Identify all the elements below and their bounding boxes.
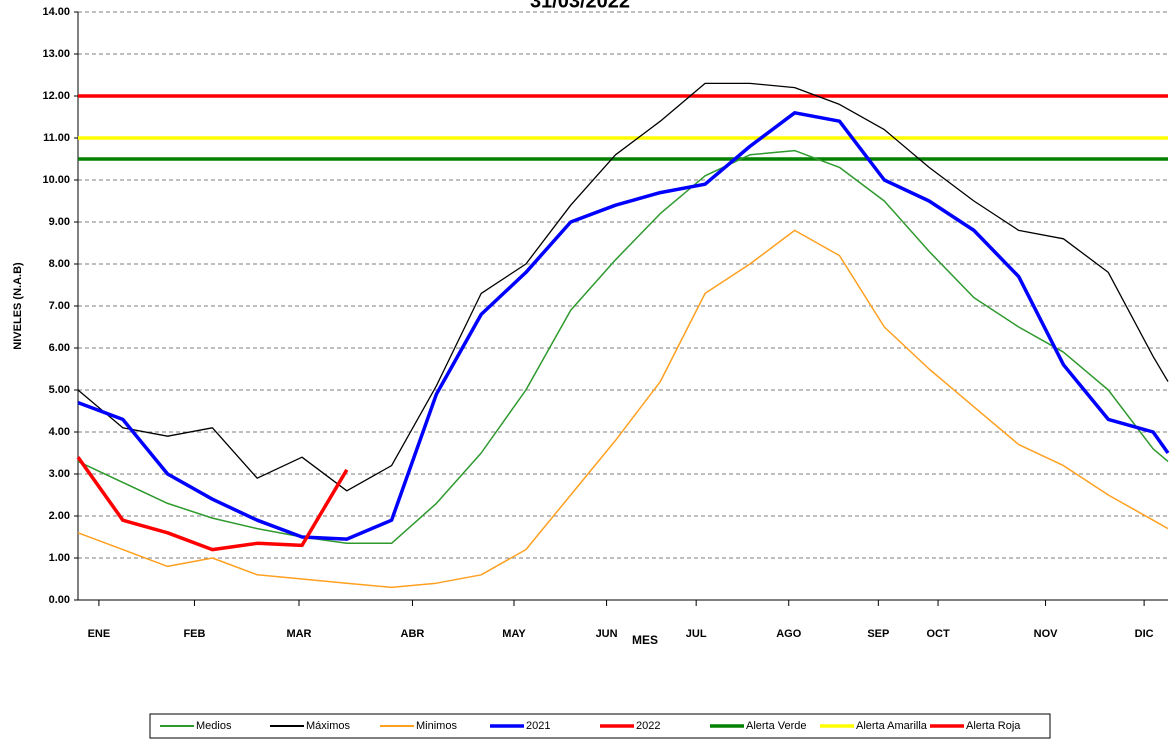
x-tick-label: MAR bbox=[286, 628, 311, 640]
y-tick-label: 0.00 bbox=[49, 594, 70, 606]
x-tick-label: MAY bbox=[502, 628, 526, 640]
chart-title: 31/03/2022 bbox=[530, 0, 630, 12]
series-line bbox=[77, 111, 1170, 541]
y-tick-label: 1.00 bbox=[49, 552, 70, 564]
x-tick-label: JUL bbox=[686, 628, 707, 640]
legend-label: Máximos bbox=[306, 720, 351, 732]
x-tick-label: ABR bbox=[401, 628, 425, 640]
series-line bbox=[76, 456, 349, 552]
y-tick-label: 4.00 bbox=[49, 426, 70, 438]
x-tick-label: JUN bbox=[596, 628, 618, 640]
legend-label: Alerta Verde bbox=[746, 720, 807, 732]
legend-label: 2022 bbox=[636, 720, 660, 732]
y-tick-label: 9.00 bbox=[49, 216, 70, 228]
legend-label: Medios bbox=[196, 720, 232, 732]
y-tick-label: 13.00 bbox=[42, 48, 70, 60]
y-tick-label: 2.00 bbox=[49, 510, 70, 522]
y-tick-label: 11.00 bbox=[43, 132, 70, 144]
y-tick-label: 3.00 bbox=[49, 468, 70, 480]
y-tick-label: 10.00 bbox=[42, 174, 70, 186]
legend-label: Minimos bbox=[416, 720, 457, 732]
x-tick-label: NOV bbox=[1034, 628, 1059, 640]
y-tick-label: 14.00 bbox=[42, 6, 70, 18]
x-tick-label: SEP bbox=[867, 628, 889, 640]
y-tick-label: 12.00 bbox=[42, 90, 70, 102]
y-tick-label: 8.00 bbox=[49, 258, 70, 270]
legend-label: Alerta Roja bbox=[966, 720, 1021, 732]
x-tick-label: OCT bbox=[926, 628, 950, 640]
legend-label: Alerta Amarilla bbox=[856, 720, 928, 732]
y-tick-label: 5.00 bbox=[49, 384, 70, 396]
legend-label: 2021 bbox=[526, 720, 550, 732]
y-axis-title: NIVELES (N.A.B) bbox=[12, 262, 24, 350]
series-line bbox=[77, 82, 1169, 492]
x-tick-label: DIC bbox=[1135, 628, 1154, 640]
series-line bbox=[77, 229, 1169, 589]
x-tick-label: ENE bbox=[88, 628, 111, 640]
x-tick-label: FEB bbox=[183, 628, 205, 640]
y-tick-label: 7.00 bbox=[49, 300, 70, 312]
x-axis-title: MES bbox=[632, 633, 658, 647]
y-tick-label: 6.00 bbox=[49, 342, 70, 354]
x-tick-label: AGO bbox=[776, 628, 802, 640]
series-line bbox=[77, 149, 1169, 545]
